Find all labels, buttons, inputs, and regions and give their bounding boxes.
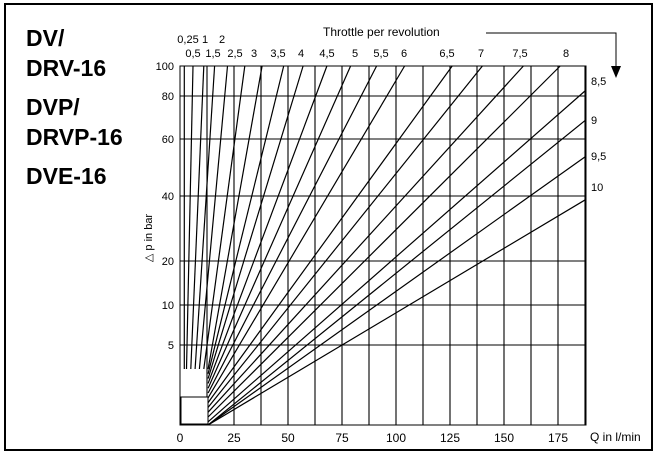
throttle-curve <box>207 65 483 408</box>
series-label: 2 <box>219 34 225 46</box>
series-label: 6 <box>401 48 407 60</box>
series-label: 1 <box>202 34 208 46</box>
throttle-curve <box>190 65 205 370</box>
throttle-curve <box>207 65 352 389</box>
chart-grid <box>179 65 587 426</box>
y-tick-label: 5 <box>168 340 174 352</box>
series-label: 2,5 <box>227 48 242 60</box>
y-tick-label: 20 <box>162 256 174 268</box>
throttle-curve <box>207 119 587 426</box>
series-label: 4 <box>298 48 304 60</box>
model-name-drvp16: DRVP-16 <box>26 124 123 150</box>
series-label: 8 <box>563 48 569 60</box>
throttle-curve <box>198 65 229 370</box>
chart-labels: 0 25 50 75 100 125 150 175510204060801000,250,5… <box>156 32 621 445</box>
series-label: 8,5 <box>591 76 606 88</box>
throttle-curve <box>207 65 263 370</box>
series-label: 5 <box>352 48 358 60</box>
series-label: 0,25 <box>177 34 198 46</box>
x-tick-label: 150 <box>494 431 514 445</box>
y-tick-label: 40 <box>162 191 174 203</box>
origin-box <box>180 396 209 425</box>
series-label: 0,5 <box>185 48 200 60</box>
series-label: 5,5 <box>373 48 388 60</box>
series-label: 10 <box>591 182 603 194</box>
x-tick-label: 175 <box>548 431 568 445</box>
y-axis-label: △ p in bar <box>143 214 155 263</box>
series-label: 6,5 <box>439 48 454 60</box>
model-name-dv: DV/ <box>26 25 65 51</box>
model-name-drv16: DRV-16 <box>26 55 107 81</box>
chart-frame: DV/ DRV-16 DVP/ DRVP-16 DVE-16 <box>4 3 653 451</box>
y-tick-label: 100 <box>156 61 174 73</box>
series-label: 7,5 <box>512 48 527 60</box>
throttle-curve <box>207 65 378 394</box>
throttle-curve <box>207 198 587 426</box>
x-tick-label: 25 <box>227 431 241 445</box>
throttle-curve <box>207 65 524 413</box>
x-axis-label: Q in l/min <box>590 430 641 444</box>
series-label: 1,5 <box>205 48 220 60</box>
throttle-curve <box>207 65 406 399</box>
y-tick-label: 80 <box>162 91 174 103</box>
throttle-curve <box>207 155 587 426</box>
y-tick-label: 10 <box>162 300 174 312</box>
x-tick-label: 75 <box>335 431 349 445</box>
x-tick-label: 50 <box>281 431 295 445</box>
series-label: 3 <box>251 48 257 60</box>
throttle-curve <box>194 65 216 370</box>
throttle-curve <box>207 65 453 403</box>
throttle-curves <box>183 65 587 426</box>
throttle-curve <box>185 65 194 370</box>
throttle-curve <box>207 65 304 379</box>
throttle-curve <box>203 65 246 370</box>
x-tick-label: 0 <box>177 431 184 445</box>
series-label: 4,5 <box>319 48 334 60</box>
throttle-curve <box>207 65 561 418</box>
throttle-curve <box>207 65 328 384</box>
model-name-dvp: DVP/ <box>26 94 80 120</box>
plot-border <box>179 65 587 426</box>
throttle-curve <box>207 89 587 423</box>
series-label: 9,5 <box>591 151 606 163</box>
x-tick-label: 125 <box>440 431 460 445</box>
throttle-curve <box>207 65 285 374</box>
series-label: 9 <box>591 115 597 127</box>
annotation-arrowhead <box>611 66 621 78</box>
y-tick-label: 60 <box>162 134 174 146</box>
annotation-leader <box>486 32 617 73</box>
throttle-annotation: Throttle per revolution <box>323 25 440 39</box>
series-label: 3,5 <box>270 48 285 60</box>
model-name-dve16: DVE-16 <box>26 163 107 189</box>
series-label: 7 <box>478 48 484 60</box>
x-tick-label: 100 <box>386 431 406 445</box>
